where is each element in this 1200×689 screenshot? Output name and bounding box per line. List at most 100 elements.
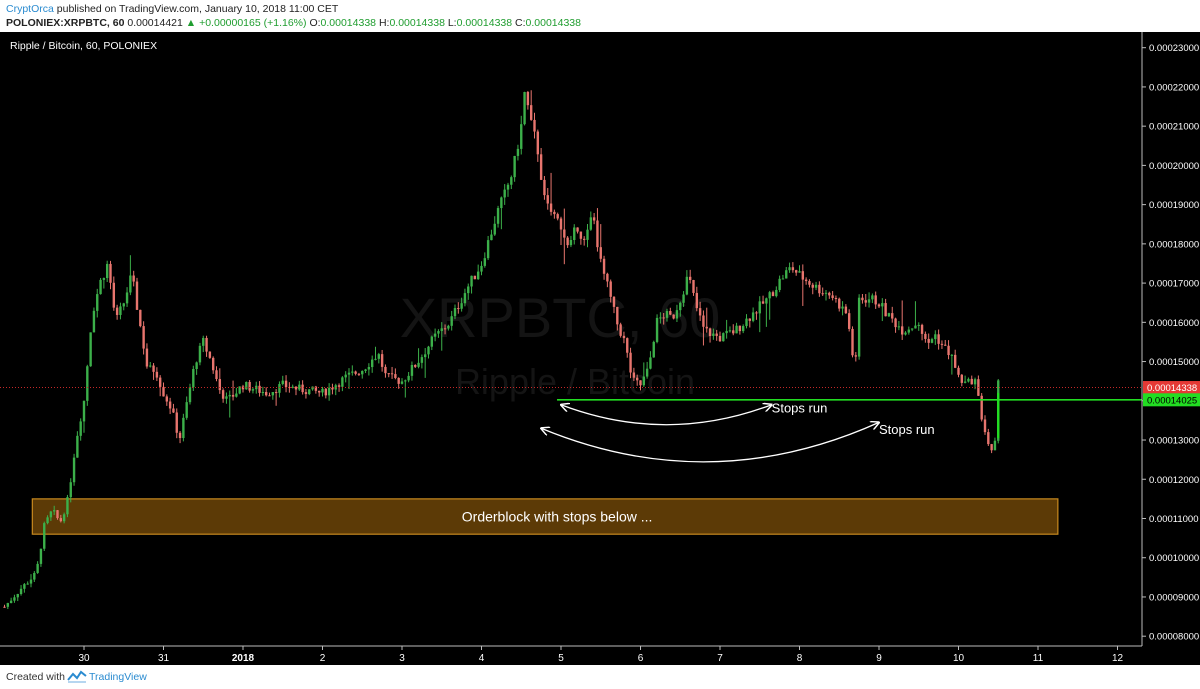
candle-body	[503, 189, 506, 198]
candle-body	[490, 234, 493, 241]
candle-body	[927, 338, 930, 343]
candle-body	[715, 333, 718, 336]
candle-body	[274, 392, 278, 394]
candle-body	[304, 392, 308, 395]
x-tick-label: 11	[1033, 653, 1044, 664]
candle-body	[394, 374, 397, 378]
candle-body	[89, 332, 92, 367]
tradingview-logo-icon	[67, 670, 87, 683]
candle-body	[599, 247, 602, 259]
candle-body	[569, 240, 573, 246]
tradingview-brand-link[interactable]: TradingView	[89, 671, 147, 683]
axes	[0, 32, 1143, 647]
candle-body	[960, 374, 964, 383]
candle-body	[500, 197, 503, 209]
candle-body	[496, 208, 500, 224]
watermark-symbol: XRPBTC, 60	[400, 286, 721, 349]
candle-body	[751, 312, 755, 321]
candle-body	[937, 334, 940, 344]
candle-body	[778, 278, 781, 290]
candle-body	[238, 386, 241, 394]
candle-body	[9, 600, 13, 604]
candle-body	[192, 369, 195, 388]
symbol-label: POLONIEX:XRPBTC, 60	[6, 17, 125, 29]
candle-body	[245, 381, 248, 390]
chart-svg[interactable]: XRPBTC, 60 Ripple / Bitcoin Orderblock w…	[0, 32, 1200, 665]
candle-body	[702, 315, 705, 327]
candle-body	[831, 295, 834, 299]
candle-body	[344, 374, 347, 378]
candle-body	[59, 518, 63, 522]
candle-body	[354, 371, 357, 374]
chart-area[interactable]: XRPBTC, 60 Ripple / Bitcoin Orderblock w…	[0, 32, 1200, 665]
candle-body	[520, 124, 523, 149]
candle-body	[612, 296, 616, 307]
candle-body	[205, 337, 208, 352]
candle-body	[616, 306, 619, 325]
candle-body	[897, 326, 901, 328]
price-label-box	[1143, 381, 1200, 395]
candle-body	[884, 303, 887, 317]
close-value: 0.00014338	[525, 17, 581, 29]
candle-body	[294, 386, 298, 390]
author-link[interactable]: CryptOrca	[6, 3, 54, 15]
candle-body	[271, 392, 275, 396]
open-value: 0.00014338	[320, 17, 377, 29]
candle-body	[23, 584, 26, 589]
x-tick-label: 2	[320, 653, 326, 664]
candle-body	[758, 301, 761, 314]
candle-body	[934, 334, 937, 340]
candle-body	[566, 237, 569, 246]
y-tick-label: 0.00015000	[1149, 357, 1199, 368]
candle-body	[370, 359, 374, 368]
candle-body	[652, 341, 655, 358]
price-change: ▲ +0.00000165 (+1.16%)	[185, 17, 307, 29]
candle-body	[284, 380, 288, 387]
x-tick-label: 5	[558, 653, 564, 664]
candle-body	[748, 318, 752, 321]
candle-body	[645, 368, 649, 377]
candle-body	[447, 325, 450, 329]
candle-body	[781, 278, 785, 280]
candle-body	[983, 419, 987, 433]
candle-body	[788, 267, 791, 271]
candle-body	[99, 279, 102, 295]
price-label-text: 0.00014338	[1147, 383, 1197, 394]
candle-body	[924, 333, 927, 339]
candle-body	[735, 325, 738, 334]
candle-body	[168, 401, 172, 409]
candle-body	[268, 395, 271, 397]
candle-body	[96, 294, 99, 311]
candle-body	[559, 218, 563, 230]
candle-body	[82, 400, 86, 422]
candle-body	[331, 387, 334, 390]
candle-body	[261, 392, 265, 394]
candle-body	[427, 346, 430, 355]
candle-body	[390, 373, 394, 375]
annotations: Stops run Stops run	[541, 401, 935, 463]
candle-body	[861, 297, 864, 301]
candle-body	[264, 392, 268, 396]
candle-body	[592, 217, 596, 221]
y-tick-label: 0.00021000	[1149, 122, 1199, 133]
candle-body	[851, 328, 854, 356]
candle-body	[387, 373, 390, 375]
created-with-label: Created with	[6, 671, 65, 683]
candle-body	[529, 105, 533, 120]
candle-body	[847, 313, 851, 329]
candle-body	[970, 378, 973, 385]
candle-body	[13, 597, 16, 601]
candle-body	[980, 395, 983, 420]
candle-body	[718, 335, 722, 342]
candle-body	[463, 293, 467, 304]
candle-body	[791, 267, 795, 271]
x-tick-label: 2018	[232, 653, 255, 664]
candle-body	[231, 394, 235, 397]
candle-body	[582, 238, 586, 240]
candle-body	[944, 344, 947, 346]
candle-body	[72, 457, 76, 483]
x-tick-label: 9	[876, 653, 882, 664]
x-tick-label: 4	[479, 653, 485, 664]
y-tick-label: 0.00022000	[1149, 82, 1199, 93]
x-tick-label: 6	[638, 653, 644, 664]
